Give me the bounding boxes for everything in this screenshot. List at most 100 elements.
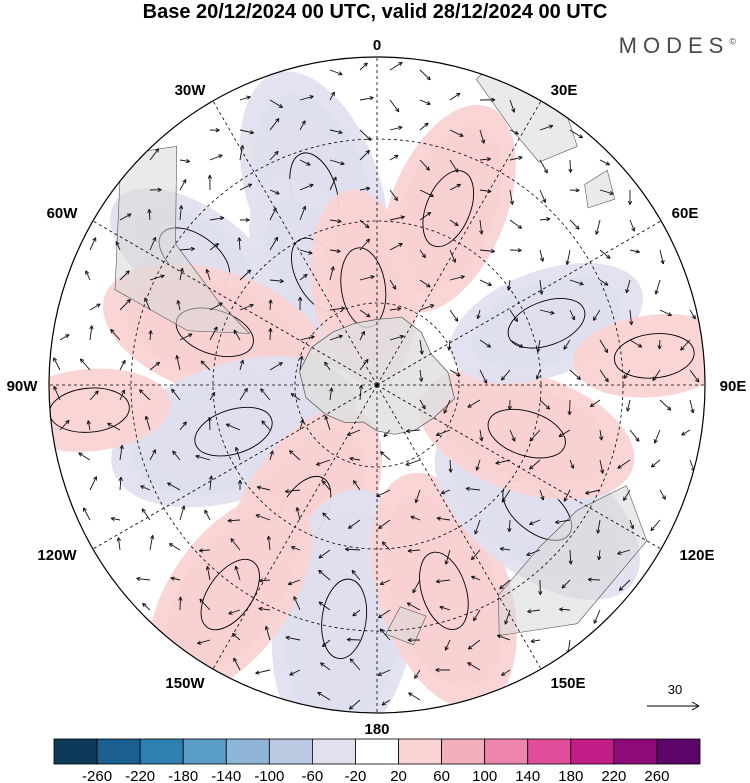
wind-vector-head (322, 480, 327, 485)
wind-vector-head (454, 168, 459, 173)
wind-vector-head (218, 154, 223, 159)
wind-vector (617, 459, 631, 469)
wind-vector-head (513, 317, 519, 322)
wind-vector (232, 633, 241, 641)
longitude-label: 60W (47, 205, 79, 222)
wind-vector (258, 608, 271, 611)
wind-vector (599, 339, 609, 353)
wind-vector (225, 423, 241, 431)
wind-vector (230, 538, 241, 551)
wind-vector (299, 159, 311, 166)
wind-vector (389, 189, 398, 201)
colorbar-swatch (656, 738, 701, 765)
wind-vector (539, 159, 548, 174)
wind-vector-head (274, 236, 279, 242)
map-boundary (48, 56, 706, 714)
wind-vector-head (308, 250, 313, 255)
wind-vector-head (190, 246, 195, 252)
wind-vector-head (175, 355, 180, 360)
wind-vector (179, 205, 182, 221)
wind-vector-head (410, 515, 415, 520)
wind-vector-head (337, 219, 342, 224)
wind-vector (389, 307, 402, 311)
wind-vector-head (233, 657, 238, 663)
wind-vector-head (666, 406, 672, 411)
wind-vector (629, 429, 640, 442)
new-zealand-landmass (385, 606, 427, 646)
wind-vector-head (274, 150, 279, 156)
wind-vector (439, 606, 451, 611)
wind-vector (290, 393, 301, 401)
wind-vector (179, 596, 181, 611)
wind-vector-head (393, 196, 399, 202)
wind-vector-head (452, 258, 456, 263)
wind-vector-head (275, 118, 280, 123)
longitude-label: 120E (679, 547, 714, 564)
wind-vector (260, 388, 271, 401)
wind-vector-head (258, 606, 263, 612)
wind-vector-head (575, 225, 580, 230)
wind-vector (467, 399, 481, 408)
wind-vector-head (392, 285, 397, 290)
wind-vector (119, 389, 125, 401)
wind-vector (316, 459, 331, 466)
wind-vector (269, 362, 283, 371)
wind-vector-head (444, 560, 449, 565)
wind-vector (501, 369, 511, 381)
wind-vector (389, 126, 403, 131)
wind-vector (299, 336, 315, 341)
wind-vector (149, 449, 157, 461)
wind-vector (87, 420, 91, 431)
wind-vector (412, 579, 421, 594)
wind-vector (509, 129, 519, 135)
wind-vector-head (227, 518, 232, 523)
wind-vector-head (650, 526, 655, 532)
wind-vector (629, 519, 634, 530)
wind-vector (509, 99, 515, 113)
wind-vector (256, 486, 271, 491)
wind-vector (659, 489, 666, 500)
colorbar-swatch (527, 738, 572, 765)
wind-vector (449, 309, 459, 322)
wind-vector (555, 519, 571, 523)
wind-vector (110, 517, 121, 521)
wind-vector-head (598, 436, 604, 441)
wind-vector (599, 249, 611, 259)
wind-vector-head (160, 274, 165, 279)
wind-vector-head (53, 357, 58, 362)
anomaly-contour-band (148, 495, 313, 694)
wind-vector (449, 275, 465, 281)
wind-vector-head (529, 521, 534, 526)
wind-vector (389, 335, 404, 341)
wind-vector (209, 475, 212, 491)
wind-vector (348, 519, 361, 529)
meridian-line (92, 384, 378, 550)
wind-vector (239, 269, 252, 281)
wind-vector (269, 99, 283, 108)
wind-vector (566, 249, 571, 265)
wind-vector-head (65, 419, 70, 425)
wind-vector (479, 369, 488, 384)
wind-vector (563, 339, 571, 350)
wind-vector-head (606, 254, 611, 259)
wind-vector (239, 129, 254, 134)
wind-vector (654, 429, 661, 444)
wind-vector-head (121, 389, 126, 394)
wind-vector-head (65, 334, 70, 339)
wind-vector (479, 189, 492, 192)
wind-vector (599, 369, 609, 383)
wind-vector (378, 519, 391, 529)
wind-vector-head (233, 329, 238, 335)
wind-vector-head (418, 377, 424, 382)
wind-vector-head (623, 496, 628, 502)
wind-vector (359, 219, 370, 229)
wind-vector (269, 118, 280, 131)
australia-landmass (498, 485, 648, 636)
wind-vector-head (563, 345, 568, 350)
wind-vector (169, 543, 181, 551)
wind-vector-head (592, 316, 597, 321)
wind-vector-head (507, 527, 512, 533)
longitude-label: 150E (550, 675, 585, 692)
meridian-line (212, 100, 378, 386)
